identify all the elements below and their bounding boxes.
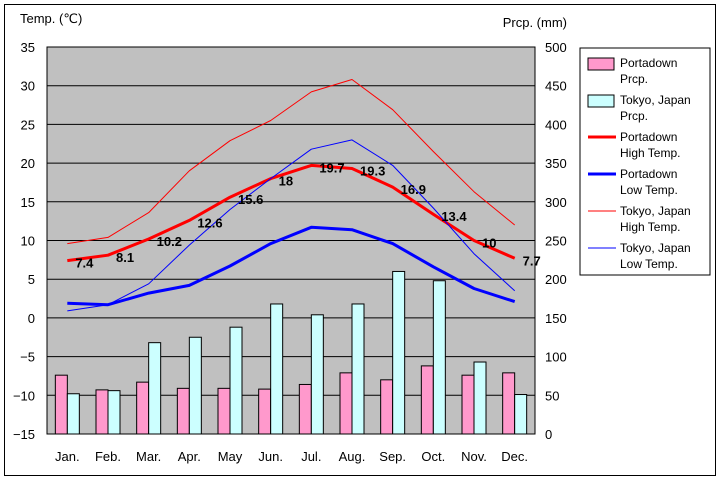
line-series bbox=[67, 79, 516, 312]
y-right-tick-label: 150 bbox=[545, 311, 567, 326]
data-label: 10 bbox=[482, 236, 496, 251]
legend-label: High Temp. bbox=[620, 220, 680, 234]
precip-bar bbox=[176, 387, 190, 435]
precip-bar bbox=[107, 390, 121, 435]
plot-border bbox=[46, 46, 536, 435]
y-right-tick-label: 200 bbox=[545, 272, 567, 287]
legend: Portadown Prcp. Tokyo, Japan Prcp. Portadown… bbox=[579, 47, 711, 276]
y-right-tick-label: 500 bbox=[545, 40, 567, 55]
legend-swatch bbox=[587, 94, 615, 108]
legend-label: Low Temp. bbox=[620, 257, 678, 271]
precip-bar bbox=[298, 383, 312, 435]
y-left-tick-label: 5 bbox=[28, 272, 35, 287]
precip-bar bbox=[136, 381, 150, 435]
y-left-tick-label: −10 bbox=[13, 388, 35, 403]
precip-bar bbox=[380, 379, 394, 435]
y-right-tick-label: 250 bbox=[545, 234, 567, 249]
temp-line bbox=[67, 163, 516, 263]
precip-bar bbox=[54, 374, 68, 435]
precip-bar bbox=[188, 336, 202, 435]
legend-box bbox=[579, 47, 711, 276]
legend-swatch bbox=[587, 57, 615, 71]
x-tick-label: Oct. bbox=[421, 449, 445, 464]
legend-label: Tokyo, Japan bbox=[620, 93, 691, 107]
axis-ticks: 35302520151050−5−10−15500450400350300250… bbox=[13, 40, 567, 464]
precip-bar bbox=[270, 303, 284, 435]
precip-bar bbox=[66, 393, 80, 435]
x-tick-label: Mar. bbox=[136, 449, 161, 464]
precip-bar bbox=[258, 388, 272, 435]
data-label: 10.2 bbox=[157, 234, 182, 249]
data-label: 16.9 bbox=[401, 182, 426, 197]
precip-bar bbox=[310, 314, 324, 435]
data-label: 15.6 bbox=[238, 192, 263, 207]
data-label: 7.4 bbox=[75, 256, 94, 271]
x-tick-label: Jun. bbox=[258, 449, 283, 464]
temp-line bbox=[67, 79, 516, 245]
precip-bar bbox=[339, 372, 353, 435]
y-left-tick-label: 30 bbox=[21, 79, 35, 94]
x-tick-label: Jan. bbox=[55, 449, 80, 464]
temp-line bbox=[67, 139, 516, 312]
y-right-tick-label: 100 bbox=[545, 350, 567, 365]
data-label: 13.4 bbox=[441, 209, 467, 224]
legend-label: Low Temp. bbox=[620, 183, 678, 197]
precip-bar bbox=[229, 326, 243, 435]
x-tick-label: Aug. bbox=[339, 449, 366, 464]
legend-label: High Temp. bbox=[620, 146, 680, 160]
y-right-tick-label: 0 bbox=[545, 427, 552, 442]
precip-bar bbox=[473, 361, 487, 435]
precip-bar bbox=[351, 303, 365, 435]
y-left-axis-title: Temp. (℃) bbox=[20, 11, 82, 26]
data-labels: 7.4 8.1 10.2 12.6 15.6 18 19.7 19.3 16.9 13.4 10 7.… bbox=[75, 160, 540, 270]
y-right-tick-label: 400 bbox=[545, 117, 567, 132]
precip-bar bbox=[432, 280, 446, 435]
temp-line bbox=[67, 225, 516, 307]
precip-bar bbox=[514, 394, 528, 435]
y-right-tick-label: 350 bbox=[545, 156, 567, 171]
y-left-tick-label: −15 bbox=[13, 427, 35, 442]
y-left-tick-label: 35 bbox=[21, 40, 35, 55]
data-label: 7.7 bbox=[523, 253, 541, 268]
precip-bar bbox=[148, 342, 162, 435]
x-tick-label: Feb. bbox=[95, 449, 121, 464]
x-tick-label: Nov. bbox=[461, 449, 487, 464]
y-left-tick-label: −5 bbox=[20, 350, 35, 365]
x-tick-label: Sep. bbox=[379, 449, 406, 464]
precip-bar bbox=[502, 372, 516, 435]
y-right-tick-label: 50 bbox=[545, 388, 559, 403]
data-label: 19.3 bbox=[360, 164, 385, 179]
x-tick-label: Dec. bbox=[501, 449, 528, 464]
data-label: 12.6 bbox=[197, 215, 222, 230]
y-left-tick-label: 0 bbox=[28, 311, 35, 326]
data-label: 19.7 bbox=[319, 160, 344, 175]
legend-label: Tokyo, Japan bbox=[620, 204, 691, 218]
x-tick-label: Jul. bbox=[301, 449, 321, 464]
legend-label: Portadown bbox=[620, 130, 677, 144]
precip-bar bbox=[420, 365, 434, 435]
x-tick-label: May bbox=[218, 449, 243, 464]
y-right-axis-title: Prcp. (mm) bbox=[503, 15, 567, 30]
data-label: 18 bbox=[279, 174, 293, 189]
y-left-tick-label: 15 bbox=[21, 195, 35, 210]
data-label: 8.1 bbox=[116, 250, 134, 265]
x-tick-label: Apr. bbox=[178, 449, 201, 464]
legend-label: Prcp. bbox=[620, 109, 648, 123]
precip-bar bbox=[392, 270, 406, 435]
y-left-tick-label: 10 bbox=[21, 234, 35, 249]
y-right-tick-label: 450 bbox=[545, 79, 567, 94]
y-right-tick-label: 300 bbox=[545, 195, 567, 210]
legend-label: Portadown bbox=[620, 56, 677, 70]
legend-label: Prcp. bbox=[620, 72, 648, 86]
precip-bar bbox=[217, 387, 231, 435]
precip-bar bbox=[461, 374, 475, 435]
bar-series bbox=[54, 270, 528, 435]
precip-bar bbox=[95, 389, 109, 435]
legend-label: Tokyo, Japan bbox=[620, 241, 691, 255]
y-left-tick-label: 25 bbox=[21, 117, 35, 132]
legend-label: Portadown bbox=[620, 167, 677, 181]
y-left-tick-label: 20 bbox=[21, 156, 35, 171]
